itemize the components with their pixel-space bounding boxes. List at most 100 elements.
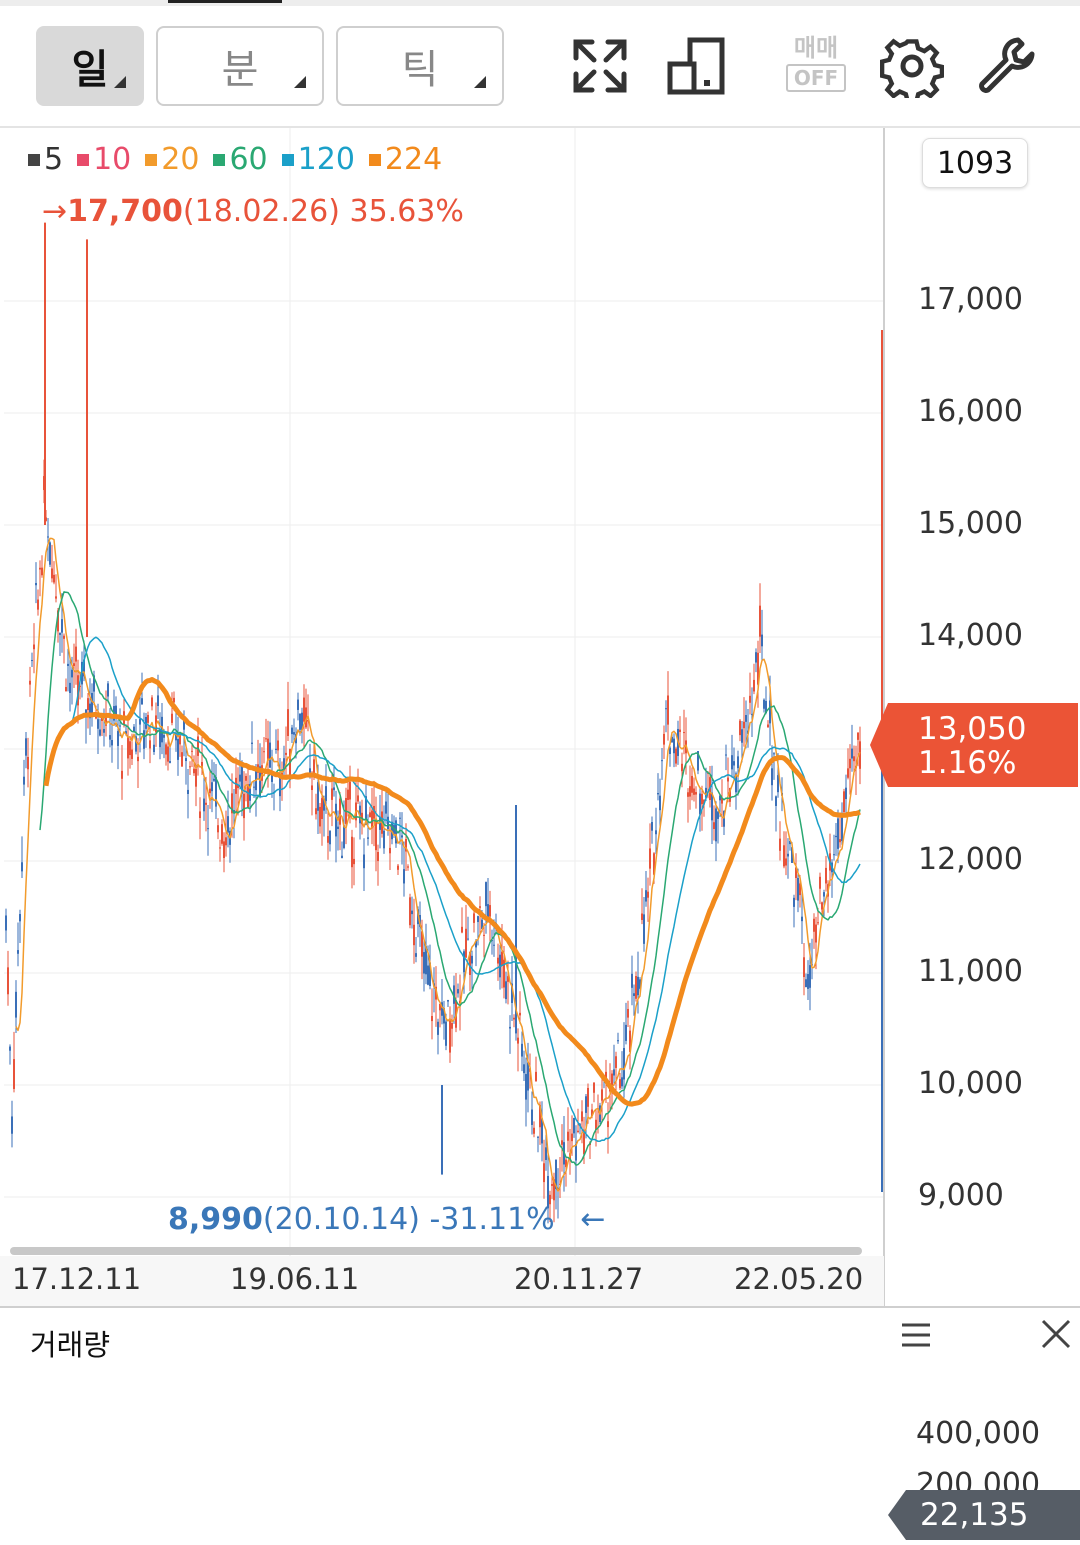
x-axis-label: 20.11.27	[514, 1262, 644, 1296]
current-price-change: 1.16%	[918, 745, 1017, 781]
candle-body	[325, 786, 327, 801]
candle-body	[799, 883, 801, 896]
candle-body	[843, 791, 845, 813]
candle-body	[401, 835, 403, 838]
layout-toggle-icon[interactable]	[664, 34, 728, 98]
candle-body	[517, 1037, 519, 1044]
candle-body	[795, 867, 797, 879]
visible-count-badge[interactable]: 1093	[922, 138, 1028, 188]
candle-body	[307, 720, 309, 722]
candle-body	[49, 542, 51, 565]
candle-body	[787, 853, 789, 857]
candle-body	[647, 891, 649, 898]
candle-body	[327, 836, 329, 843]
close-icon[interactable]	[1040, 1318, 1072, 1350]
settings-gear-icon[interactable]	[880, 34, 944, 98]
candle-body	[797, 877, 799, 901]
candle-body	[625, 1024, 627, 1041]
candle-body	[91, 692, 93, 715]
price-tick-label: 14,000	[918, 618, 1023, 653]
period-button-tick[interactable]: 틱	[336, 26, 504, 106]
candle-body	[755, 652, 757, 663]
candle-body	[375, 822, 377, 851]
candle-body	[657, 792, 659, 795]
candle-body	[103, 728, 105, 733]
candle-body	[263, 751, 265, 753]
menu-icon[interactable]	[900, 1322, 932, 1348]
candle-body	[809, 965, 811, 988]
candle-body	[595, 1119, 597, 1130]
candle-body	[453, 985, 455, 1004]
candle-body	[389, 847, 391, 854]
candle-body	[461, 926, 463, 933]
pane-divider[interactable]	[0, 1306, 1080, 1308]
candle-body	[275, 748, 277, 750]
candle-body	[279, 777, 281, 797]
candle-body	[751, 713, 753, 715]
candle-body	[641, 913, 643, 920]
candle-body	[463, 951, 465, 973]
candle-body	[337, 826, 339, 829]
candle-body	[25, 738, 27, 756]
legend-swatch	[28, 153, 40, 166]
candle-body	[253, 786, 255, 788]
candle-body	[251, 742, 253, 744]
candle-body	[335, 803, 337, 837]
candle-body	[619, 1079, 621, 1089]
candle-body	[661, 760, 663, 762]
wrench-icon[interactable]	[974, 34, 1038, 98]
top-tab-strip	[0, 0, 1080, 6]
candle-body	[201, 761, 203, 769]
legend-item: 224	[368, 142, 442, 177]
max-price-marker: →17,700(18.02.26) 35.63%	[42, 194, 464, 229]
chart-scrollbar[interactable]	[10, 1247, 862, 1255]
candle-body	[479, 906, 481, 908]
candle-body	[73, 663, 75, 667]
trade-off-icon[interactable]: 매매 OFF	[784, 34, 848, 98]
price-chart-area[interactable]	[0, 128, 1080, 1308]
candle-body	[457, 989, 459, 994]
legend-item: 120	[281, 142, 355, 177]
legend-label: 20	[161, 142, 200, 177]
candle-body	[815, 924, 817, 943]
candle-body	[835, 835, 837, 838]
candle-body	[55, 596, 57, 599]
active-tab-indicator	[168, 0, 282, 3]
candle-body	[53, 574, 55, 583]
candle-body	[27, 756, 29, 770]
candle-body	[849, 758, 851, 769]
max-price-date: (18.02.26)	[182, 194, 340, 229]
candle-body	[695, 792, 697, 795]
candle-body	[197, 736, 199, 756]
candle-body	[673, 738, 675, 754]
legend-label: 60	[229, 142, 268, 177]
max-arrow: →	[42, 194, 68, 229]
chart-toolbar: 일 분 틱 매매 OFF	[0, 6, 1080, 128]
candle-body	[363, 854, 365, 869]
expand-icon[interactable]	[568, 34, 632, 98]
candle-body	[129, 741, 131, 756]
candle-body	[139, 719, 141, 725]
candle-body	[207, 828, 209, 830]
period-button-day[interactable]: 일	[36, 26, 144, 106]
candle-body	[287, 709, 289, 737]
candle-body	[487, 904, 489, 923]
candle-body	[485, 882, 487, 907]
candle-body	[601, 1089, 603, 1101]
candle-body	[47, 536, 49, 538]
candle-body	[497, 957, 499, 964]
current-volume-value: 22,135	[920, 1497, 1029, 1533]
period-button-minute[interactable]: 분	[156, 26, 324, 106]
candle-body	[185, 758, 187, 762]
legend-swatch	[281, 153, 294, 166]
candle-body	[541, 1118, 543, 1144]
candle-body	[219, 847, 221, 849]
candle-body	[373, 805, 375, 819]
dropdown-triangle-icon	[114, 76, 126, 88]
candle-body	[367, 837, 369, 839]
candle-body	[317, 782, 319, 811]
candle-body	[731, 755, 733, 770]
candle-body	[37, 599, 39, 610]
candle-body	[189, 766, 191, 768]
period-button-label: 일	[71, 47, 109, 93]
